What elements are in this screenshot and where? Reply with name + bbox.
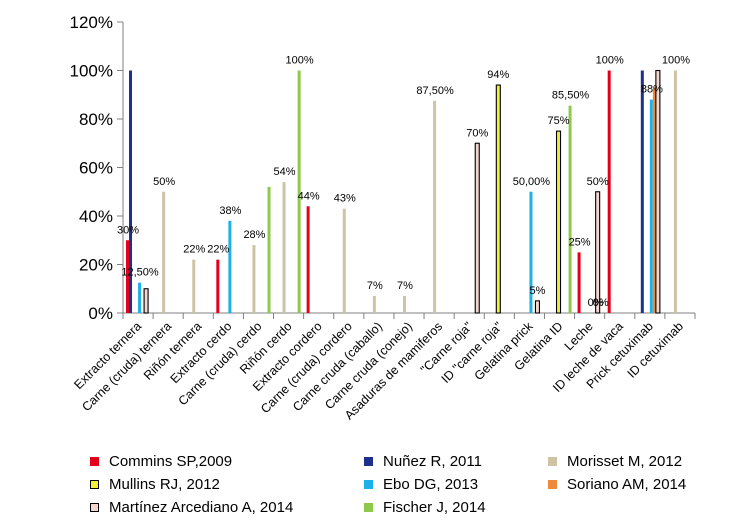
bar — [306, 206, 310, 313]
data-label: 7% — [367, 280, 383, 292]
data-label: 50% — [587, 176, 609, 188]
y-tick-label: 0% — [88, 304, 113, 323]
data-label: 100% — [596, 55, 624, 67]
bar — [649, 99, 653, 313]
data-label: 44% — [298, 190, 320, 202]
data-label: 100% — [286, 55, 314, 67]
data-label: 94% — [487, 69, 509, 81]
data-label: 38% — [219, 205, 241, 217]
bar — [138, 282, 142, 313]
bar — [162, 191, 166, 313]
data-label: 50,00% — [513, 176, 551, 188]
bar — [474, 142, 480, 314]
data-label: 25% — [569, 236, 591, 248]
data-label: 70% — [466, 127, 488, 139]
y-tick-labels: 0% 20% 40% 60% 80% 100% 120% — [70, 13, 113, 323]
y-tick-label: 20% — [79, 256, 113, 275]
y-tick-label: 100% — [70, 62, 113, 81]
bar — [640, 70, 644, 313]
data-label: 0% — [588, 297, 604, 309]
data-label: 54% — [274, 166, 296, 178]
bar — [529, 191, 533, 313]
y-tick-label: 80% — [79, 110, 113, 129]
bar — [595, 191, 601, 314]
bar — [267, 186, 271, 313]
data-label: 87,50% — [416, 85, 454, 97]
y-tick-label: 120% — [70, 13, 113, 32]
data-label: 0% — [593, 297, 609, 309]
bar — [297, 70, 301, 313]
data-label: 22% — [183, 244, 205, 256]
bar — [673, 70, 677, 313]
data-label: 7% — [397, 280, 413, 292]
bar — [252, 245, 256, 313]
bar — [655, 69, 661, 314]
data-label: 22% — [207, 244, 229, 256]
bar — [607, 70, 611, 313]
data-label: 5% — [530, 285, 546, 297]
bar — [129, 70, 133, 313]
bar — [568, 105, 572, 313]
bar — [126, 240, 130, 313]
data-label: 30% — [117, 224, 139, 236]
data-label: 85,50% — [552, 90, 590, 102]
data-label: 100% — [662, 55, 690, 67]
bar — [402, 296, 406, 313]
data-labels: 30% 22% 44% 25% 100% 50% 22% 28% 54% 43% 7% 7% 87,50… — [117, 55, 690, 310]
bars — [126, 69, 677, 314]
bar — [577, 252, 581, 313]
data-label: 28% — [243, 229, 265, 241]
bar — [534, 300, 541, 314]
data-label: 88% — [641, 84, 663, 96]
bar — [143, 288, 149, 314]
bar — [372, 296, 376, 313]
bar — [652, 87, 656, 313]
bar — [216, 259, 220, 313]
data-label: 75% — [548, 115, 570, 127]
y-tick-label: 40% — [79, 207, 113, 226]
data-label: 43% — [334, 193, 356, 205]
y-tick-label: 60% — [79, 159, 113, 178]
bar — [495, 84, 501, 314]
data-label: 50% — [153, 176, 175, 188]
bar — [342, 208, 346, 313]
data-label: 12,50% — [121, 267, 159, 279]
bar — [555, 130, 562, 314]
bar — [282, 182, 286, 313]
bar — [433, 100, 437, 313]
bar — [228, 220, 232, 313]
bar — [192, 259, 196, 313]
